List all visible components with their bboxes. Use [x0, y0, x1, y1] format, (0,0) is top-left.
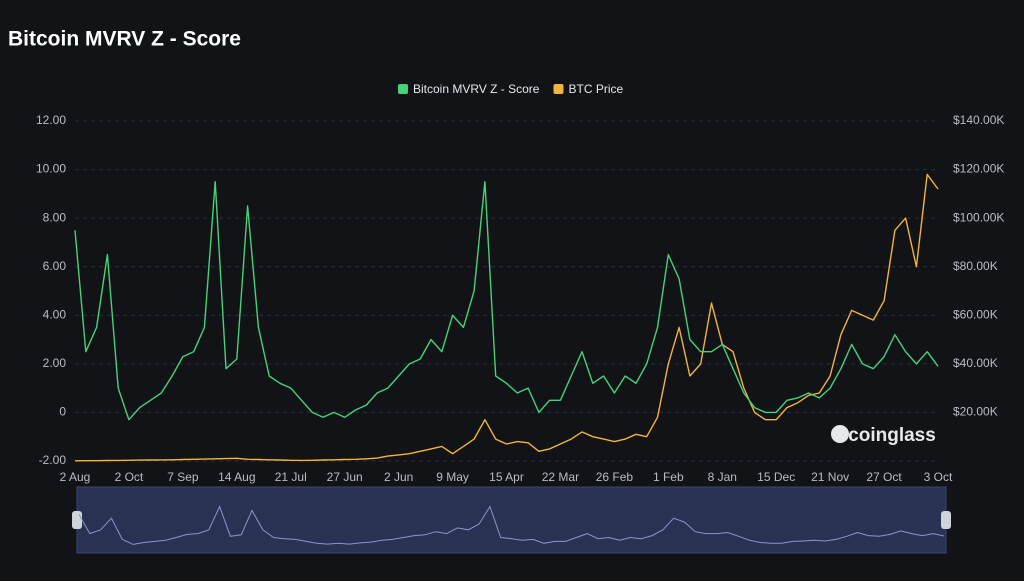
watermark: coinglass [848, 425, 936, 446]
y2-tick-label: $140.00K [953, 113, 1004, 127]
watermark-logo [831, 425, 849, 443]
y2-tick-label: $100.00K [953, 210, 1004, 224]
y2-tick-label: $120.00K [953, 162, 1004, 176]
x-tick-label: 27 Oct [866, 470, 902, 484]
y-tick-label: 2.00 [43, 356, 67, 370]
y2-tick-label: $60.00K [953, 307, 998, 321]
x-tick-label: 26 Feb [596, 470, 634, 484]
y-tick-label: 0 [59, 405, 66, 419]
legend-swatch [398, 84, 408, 94]
x-tick-label: 3 Oct [924, 470, 953, 484]
y-tick-label: 8.00 [43, 210, 67, 224]
x-tick-label: 2 Jun [384, 470, 413, 484]
legend-swatch [553, 84, 564, 94]
y-tick-label: 6.00 [43, 259, 67, 273]
legend-label: BTC Price [568, 82, 623, 96]
y2-tick-label: $20.00K [953, 405, 998, 419]
chart-title: Bitcoin MVRV Z - Score [8, 28, 241, 51]
x-tick-label: 2 Aug [60, 470, 91, 484]
legend-label: Bitcoin MVRV Z - Score [413, 82, 540, 96]
y-tick-label: 10.00 [36, 162, 66, 176]
y-tick-label: 12.00 [36, 113, 66, 127]
x-tick-label: 7 Sep [167, 470, 199, 484]
x-tick-label: 14 Aug [218, 470, 255, 484]
navigator-handle[interactable] [941, 511, 951, 529]
y-tick-label: -2.00 [39, 453, 67, 467]
y2-tick-label: $80.00K [953, 259, 998, 273]
series-line [74, 173, 939, 462]
x-tick-label: 8 Jan [708, 470, 737, 484]
series-line [74, 181, 939, 421]
navigator-handle[interactable] [72, 511, 82, 529]
x-tick-label: 21 Jul [275, 470, 307, 484]
x-tick-label: 27 Jun [327, 470, 363, 484]
x-tick-label: 2 Oct [115, 470, 144, 484]
x-tick-label: 15 Apr [489, 470, 524, 484]
navigator-line [78, 505, 945, 545]
x-tick-label: 1 Feb [653, 470, 684, 484]
y2-tick-label: $40.00K [953, 356, 998, 370]
x-tick-label: 22 Mar [542, 470, 579, 484]
x-tick-label: 21 Nov [811, 470, 849, 484]
navigator[interactable] [76, 486, 947, 554]
y-tick-label: 4.00 [43, 307, 67, 321]
x-tick-label: 9 May [436, 470, 469, 484]
x-tick-label: 15 Dec [757, 470, 795, 484]
